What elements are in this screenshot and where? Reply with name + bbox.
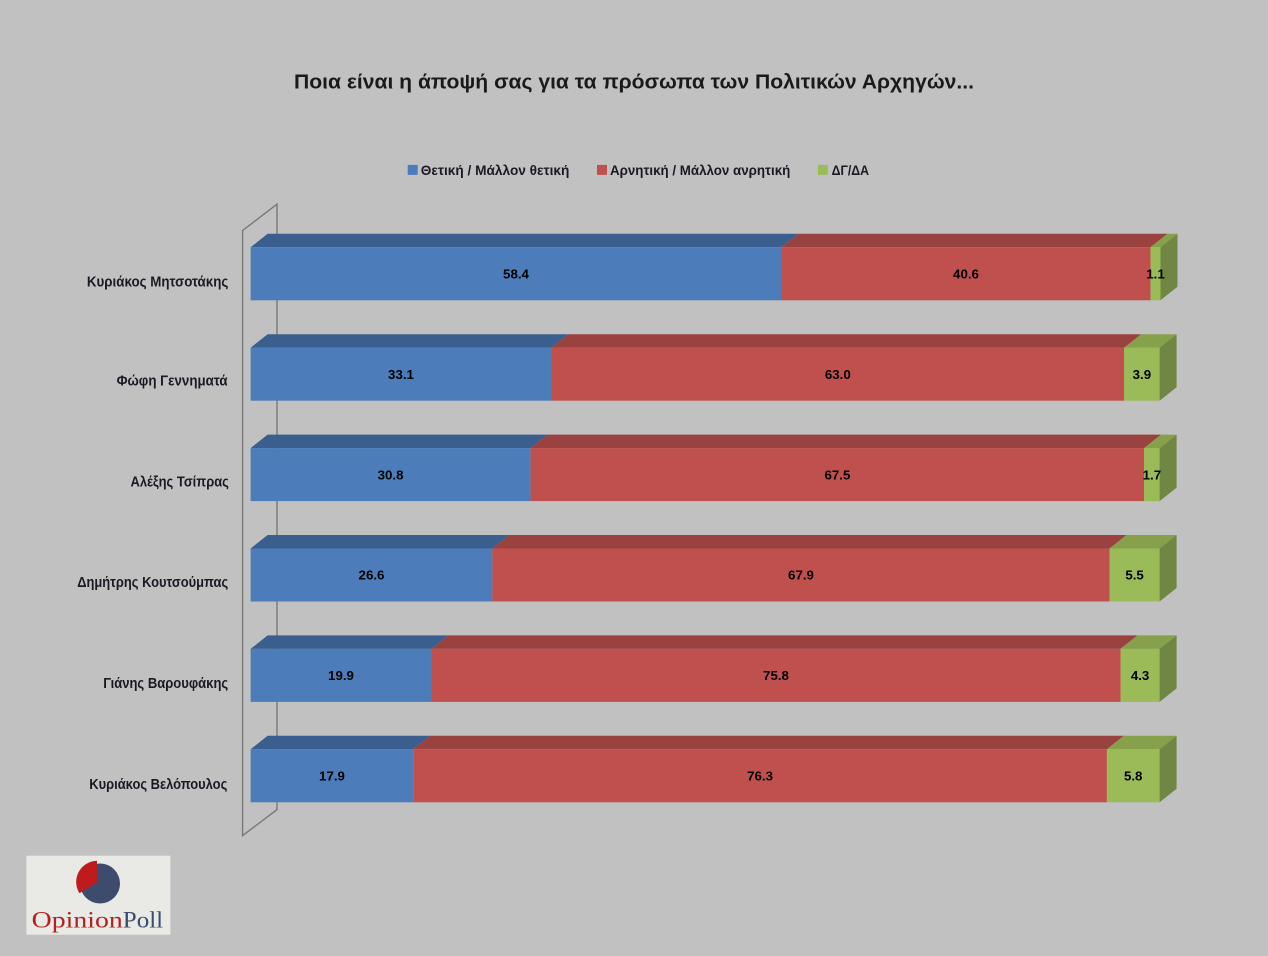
svg-text:33.1: 33.1 [388, 367, 414, 382]
svg-text:Γιάνης Βαρουφάκης: Γιάνης Βαρουφάκης [103, 675, 228, 692]
svg-text:Poll: Poll [123, 907, 163, 932]
svg-text:26.6: 26.6 [359, 568, 385, 583]
svg-text:Θετική / Μάλλον θετική: Θετική / Μάλλον θετική [421, 162, 570, 178]
svg-text:Αρνητική / Μάλλον ανρητική: Αρνητική / Μάλλον ανρητική [610, 162, 790, 178]
svg-text:75.8: 75.8 [763, 668, 789, 683]
svg-text:Ποια είναι η άποψή σας για τα: Ποια είναι η άποψή σας για τα πρόσωπα τω… [294, 71, 974, 93]
svg-text:Κυριάκος Βελόπουλος: Κυριάκος Βελόπουλος [89, 776, 227, 793]
svg-text:3.9: 3.9 [1133, 367, 1152, 382]
svg-text:Δημήτρης Κουτσούμπας: Δημήτρης Κουτσούμπας [77, 574, 228, 591]
svg-text:30.8: 30.8 [378, 467, 404, 482]
svg-text:76.3: 76.3 [747, 769, 773, 784]
svg-text:1.1: 1.1 [1146, 267, 1165, 282]
svg-text:Opinion: Opinion [32, 907, 124, 932]
svg-text:17.9: 17.9 [319, 769, 345, 784]
svg-text:67.9: 67.9 [788, 568, 814, 583]
svg-text:5.5: 5.5 [1125, 568, 1144, 583]
svg-text:58.4: 58.4 [503, 267, 529, 282]
svg-text:1.7: 1.7 [1143, 467, 1162, 482]
svg-text:ΔΓ/ΔΑ: ΔΓ/ΔΑ [832, 162, 870, 178]
svg-text:Κυριάκος Μητσοτάκης: Κυριάκος Μητσοτάκης [87, 273, 229, 290]
svg-text:Αλέξης Τσίπρας: Αλέξης Τσίπρας [131, 473, 230, 490]
svg-text:4.3: 4.3 [1131, 668, 1150, 683]
svg-text:19.9: 19.9 [328, 668, 354, 683]
svg-text:Φώφη Γεννηματά: Φώφη Γεννηματά [117, 373, 229, 390]
svg-text:67.5: 67.5 [824, 467, 850, 482]
svg-text:63.0: 63.0 [825, 367, 851, 382]
svg-text:5.8: 5.8 [1124, 769, 1143, 784]
svg-text:40.6: 40.6 [953, 267, 979, 282]
